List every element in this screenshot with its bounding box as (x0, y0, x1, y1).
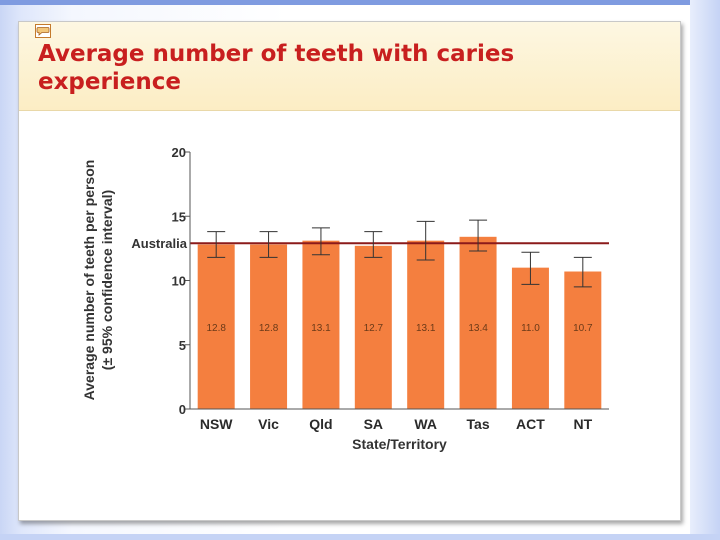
error-bar-qld (311, 227, 330, 256)
error-bar-nt (573, 256, 592, 288)
error-bar-sa (364, 231, 383, 258)
category-labels-layer: NSW Vic Qld SA WA Tas ACT NT (200, 416, 593, 432)
category-label-act: ACT (516, 416, 545, 432)
y-tick-label-15: 15 (172, 209, 186, 224)
error-bar-vic (259, 231, 278, 258)
error-bar-wa (416, 220, 435, 261)
category-label-sa: SA (364, 416, 383, 432)
y-ticks-layer: 0 5 10 15 20 (172, 145, 190, 417)
category-label-wa: WA (414, 416, 437, 432)
bar-wa (407, 240, 445, 409)
bar-nt (564, 271, 602, 409)
error-bar-act (521, 251, 540, 285)
value-labels-layer: 12.8 12.8 13.1 12.7 13.1 13.4 11.0 10.7 (206, 323, 593, 334)
value-label-sa: 12.7 (364, 323, 384, 334)
x-axis-title: State/Territory (352, 436, 447, 452)
error-bar-tas (469, 219, 488, 252)
category-label-qld: Qld (309, 416, 332, 432)
value-label-nsw: 12.8 (206, 323, 226, 334)
value-label-wa: 13.1 (416, 323, 436, 334)
value-label-vic: 12.8 (259, 323, 279, 334)
slide-title: Average number of teeth with caries expe… (38, 40, 598, 96)
category-label-tas: Tas (467, 416, 490, 432)
category-label-nt: NT (573, 416, 592, 432)
slide-title-line-2: experience (38, 69, 181, 95)
value-label-qld: 13.1 (311, 323, 331, 334)
bars-layer (197, 236, 602, 409)
bar-nsw (197, 244, 235, 409)
right-accent-band (690, 0, 720, 540)
slide-title-line-1: Average number of teeth with caries (38, 41, 515, 67)
y-axis-subtitle: (± 95% confidence interval) (99, 190, 115, 370)
y-tick-label-20: 20 (172, 145, 186, 160)
y-tick-label-0: 0 (179, 402, 186, 417)
slide-header: Average number of teeth with caries expe… (19, 22, 680, 111)
slide-card: Average number of teeth with caries expe… (18, 21, 681, 521)
australia-reference-label: Australia (131, 236, 187, 251)
error-bar-nsw (207, 231, 226, 258)
y-tick-label-5: 5 (179, 338, 186, 353)
bottom-accent-band (0, 534, 720, 540)
bar-tas (459, 236, 497, 409)
speech-bubble-icon (35, 24, 51, 38)
value-label-nt: 10.7 (573, 323, 593, 334)
bar-chart: 12.8 12.8 13.1 12.7 13.1 13.4 11.0 10.7 Austral… (81, 145, 609, 452)
category-label-nsw: NSW (200, 416, 233, 432)
value-label-act: 11.0 (521, 323, 540, 334)
bar-sa (354, 245, 392, 409)
bar-act (511, 267, 549, 409)
error-bars-layer (207, 219, 592, 288)
bar-qld (302, 240, 340, 409)
category-label-vic: Vic (258, 416, 279, 432)
top-accent-band (0, 0, 720, 5)
y-tick-label-10: 10 (172, 274, 186, 289)
bar-vic (250, 244, 288, 409)
value-label-tas: 13.4 (468, 323, 488, 334)
y-axis-title: Average number of teeth per person (81, 160, 97, 401)
